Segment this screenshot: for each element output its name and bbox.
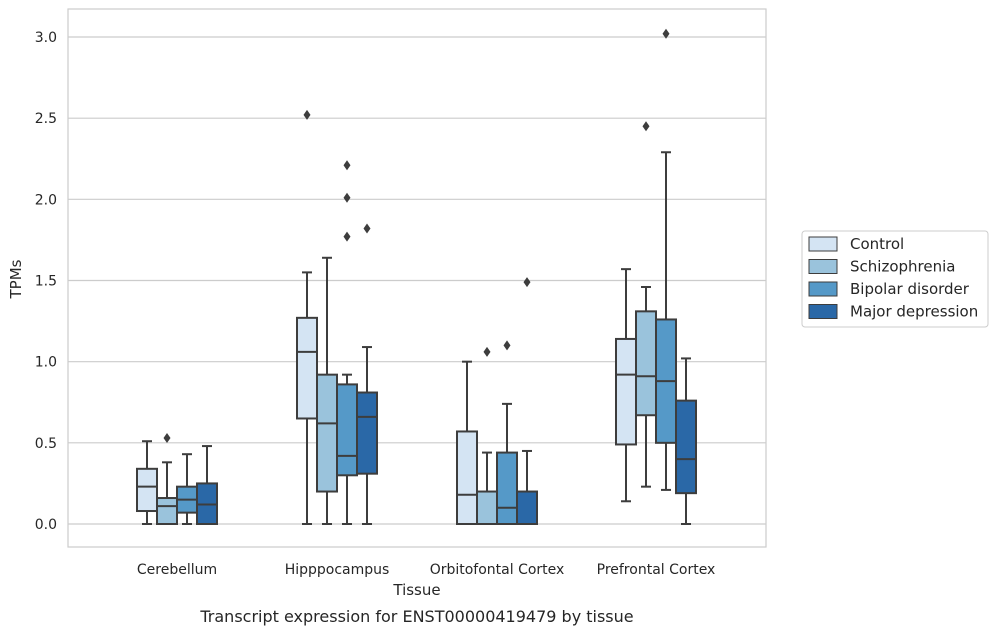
y-tick-label: 1.5 [35, 274, 57, 290]
outlier-point [483, 346, 491, 357]
x-tick-label: Orbitofontal Cortex [430, 562, 565, 578]
outlier-point [163, 432, 171, 443]
box-iqr [136, 467, 158, 513]
box-iqr [496, 451, 518, 525]
box-iqr [516, 490, 538, 525]
boxes [136, 28, 697, 526]
outlier-point [303, 109, 311, 120]
outlier-point [343, 160, 351, 171]
x-tick-label: Hipppocampus [285, 562, 390, 578]
box-schizophrenia [476, 346, 498, 525]
y-tick-label: 2.0 [35, 192, 57, 208]
legend-label: Schizophrenia [850, 258, 955, 276]
y-tick-label: 1.0 [35, 355, 57, 371]
outlier-point [523, 277, 531, 288]
legend-label: Major depression [850, 303, 978, 321]
plot-frame [67, 8, 767, 548]
legend-label: Control [850, 235, 904, 253]
y-tick-label: 0.0 [35, 517, 57, 533]
outlier-point [642, 121, 650, 132]
y-tick-labels: 0.0 0.5 1.0 1.5 2.0 2.5 3.0 [35, 30, 57, 533]
box-schizophrenia [156, 432, 178, 526]
y-axis-title: TPMs [7, 259, 25, 299]
legend-swatch [808, 236, 838, 252]
box-major-depression [516, 277, 538, 525]
box-bipolar-disorder [176, 453, 198, 525]
chart-caption: Transcript expression for ENST0000041947… [199, 607, 633, 626]
box-major-depression [675, 357, 697, 525]
box-schizophrenia [635, 121, 657, 488]
box-major-depression [356, 223, 378, 525]
box-iqr [296, 316, 318, 420]
legend-label: Bipolar disorder [850, 280, 970, 298]
legend-swatch [808, 259, 838, 274]
outlier-point [343, 231, 351, 242]
box-iqr [615, 337, 637, 446]
box-iqr [156, 497, 178, 526]
legend-frame [801, 230, 989, 328]
outlier-point [503, 340, 511, 351]
outlier-point [363, 223, 371, 234]
x-tick-labels: Cerebellum Hipppocampus Orbitofontal Corte… [137, 562, 715, 578]
box-iqr [336, 383, 358, 477]
legend: Control Schizophrenia Bipolar disorder Majo… [801, 230, 989, 328]
legend-swatch [808, 281, 838, 297]
box-major-depression [196, 445, 218, 525]
x-axis-title: Tissue [392, 581, 440, 599]
box-control [296, 109, 318, 525]
box-control [615, 268, 637, 503]
outlier-point [343, 192, 351, 203]
box-iqr [316, 373, 338, 493]
gridlines [68, 36, 766, 525]
box-bipolar-disorder [655, 28, 677, 491]
x-tick-label: Prefrontal Cortex [597, 562, 716, 578]
y-tick-label: 0.5 [35, 436, 57, 452]
box-control [456, 360, 478, 525]
y-tick-label: 2.5 [35, 111, 57, 127]
box-iqr [635, 310, 657, 417]
box-bipolar-disorder [496, 340, 518, 525]
y-tick-label: 3.0 [35, 30, 57, 46]
box-control [136, 440, 158, 525]
box-bipolar-disorder [336, 160, 358, 525]
box-iqr [476, 490, 498, 525]
x-tick-label: Cerebellum [137, 562, 217, 578]
outlier-point [662, 28, 670, 39]
box-iqr [675, 399, 697, 495]
box-iqr [456, 430, 478, 525]
legend-swatch [808, 304, 838, 319]
box-schizophrenia [316, 256, 338, 525]
box-iqr [356, 391, 378, 475]
